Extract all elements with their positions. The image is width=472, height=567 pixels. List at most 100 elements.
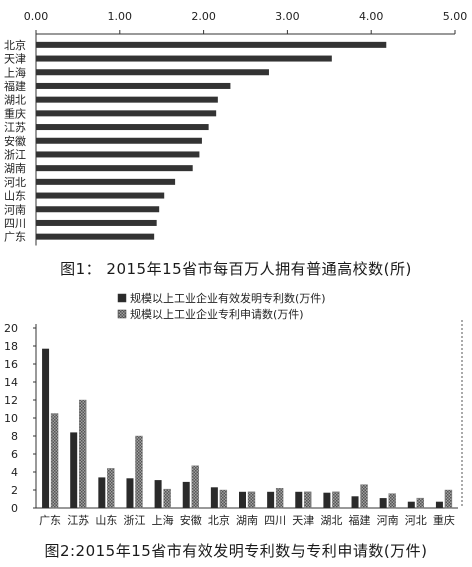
bar-valid-patents bbox=[210, 487, 218, 508]
chart-2-caption: 图2:2015年15省市有效发明专利数与专利申请数(万件) bbox=[44, 542, 428, 560]
bar-patent-applications bbox=[388, 493, 396, 509]
bar-patent-applications bbox=[416, 497, 424, 509]
bar-patent-applications bbox=[135, 435, 143, 509]
bar-valid-patents bbox=[126, 478, 134, 508]
bar bbox=[36, 178, 176, 185]
y-tick-label: 14 bbox=[4, 376, 18, 389]
x-category-label: 天津 bbox=[292, 514, 314, 527]
category-label: 福建 bbox=[4, 79, 26, 93]
category-label: 浙江 bbox=[4, 148, 26, 161]
bar-patent-applications bbox=[191, 465, 199, 509]
legend-label: 规模以上工业企业专利申请数(万件) bbox=[130, 307, 304, 321]
x-category-label: 浙江 bbox=[123, 514, 145, 527]
bar-valid-patents bbox=[267, 491, 275, 508]
bar bbox=[36, 219, 157, 226]
bar-patent-applications bbox=[163, 488, 171, 509]
bar bbox=[36, 82, 231, 89]
x-category-label: 上海 bbox=[152, 513, 174, 527]
chart-1-caption: 图1： 2015年15省市每百万人拥有普通高校数(所) bbox=[60, 260, 412, 278]
bar bbox=[36, 55, 332, 62]
bar-valid-patents bbox=[379, 498, 387, 508]
y-tick-label: 18 bbox=[4, 340, 18, 353]
x-category-label: 河北 bbox=[405, 514, 427, 527]
bar-patent-applications bbox=[332, 491, 340, 509]
x-category-label: 山东 bbox=[95, 514, 117, 527]
category-label: 河南 bbox=[4, 203, 26, 216]
y-tick-label: 8 bbox=[11, 430, 18, 443]
category-label: 北京 bbox=[4, 38, 26, 52]
bar bbox=[36, 41, 387, 48]
bar bbox=[36, 151, 200, 158]
bar bbox=[36, 110, 217, 117]
chart-2-svg: 规模以上工业企业有效发明专利数(万件) 规模以上工业企业专利申请数(万件) 0 2 4 6… bbox=[4, 291, 463, 527]
bar bbox=[36, 69, 269, 76]
x-category-label: 福建 bbox=[349, 513, 371, 527]
x-tick-label: 5.00 bbox=[443, 10, 468, 23]
bar-valid-patents bbox=[295, 491, 303, 508]
legend-swatch bbox=[117, 293, 127, 303]
category-label: 山东 bbox=[4, 190, 26, 203]
chart-1-svg: 0.00 1.00 2.00 3.00 4.00 5.00 北京天津上海福建湖北重庆江苏安徽… bbox=[4, 10, 468, 246]
bar-patent-applications bbox=[275, 487, 284, 509]
bar bbox=[36, 165, 193, 172]
category-label: 重庆 bbox=[4, 106, 26, 120]
x-category-label: 重庆 bbox=[433, 513, 455, 527]
x-category-label: 安徽 bbox=[180, 513, 202, 527]
legend-label: 规模以上工业企业有效发明专利数(万件) bbox=[130, 291, 326, 305]
bar-valid-patents bbox=[70, 432, 78, 508]
bar-patent-applications bbox=[247, 491, 256, 509]
category-label: 湖南 bbox=[4, 162, 26, 175]
bar-patent-applications bbox=[107, 468, 115, 509]
bar-valid-patents bbox=[182, 481, 190, 508]
bar-valid-patents bbox=[435, 501, 443, 508]
category-label: 四川 bbox=[4, 217, 26, 230]
y-tick-label: 0 bbox=[11, 502, 18, 515]
bar-patent-applications bbox=[360, 484, 368, 509]
bar bbox=[36, 96, 218, 103]
x-category-label: 广东 bbox=[39, 514, 61, 527]
bar-valid-patents bbox=[239, 491, 246, 508]
bar bbox=[36, 124, 209, 131]
bar-patent-applications bbox=[304, 491, 312, 509]
bar-patent-applications bbox=[444, 489, 453, 509]
x-category-label: 湖北 bbox=[320, 514, 342, 527]
bar-valid-patents bbox=[42, 348, 50, 508]
bar-patent-applications bbox=[78, 399, 87, 509]
bar-valid-patents bbox=[323, 492, 331, 508]
category-label: 天津 bbox=[4, 53, 26, 66]
bar-patent-applications bbox=[50, 413, 59, 509]
y-tick-label: 16 bbox=[4, 358, 18, 371]
category-label: 湖北 bbox=[4, 94, 26, 107]
bar bbox=[36, 192, 165, 199]
category-label: 安徽 bbox=[4, 134, 26, 148]
y-tick-label: 6 bbox=[11, 448, 18, 461]
bar-valid-patents bbox=[351, 496, 359, 508]
y-tick-label: 2 bbox=[11, 484, 18, 497]
x-tick-label: 1.00 bbox=[108, 10, 133, 23]
bar-valid-patents bbox=[98, 477, 106, 508]
legend-swatch bbox=[117, 309, 127, 319]
x-tick-label: 4.00 bbox=[359, 10, 384, 23]
x-category-label: 四川 bbox=[264, 514, 286, 527]
category-label: 河北 bbox=[4, 176, 26, 189]
x-category-label: 北京 bbox=[208, 513, 230, 527]
x-category-label: 湖南 bbox=[236, 514, 258, 527]
bar bbox=[36, 206, 160, 213]
category-label: 上海 bbox=[4, 65, 26, 79]
y-tick-label: 20 bbox=[4, 322, 18, 335]
x-tick-label: 0.00 bbox=[24, 10, 49, 23]
category-label: 江苏 bbox=[4, 121, 26, 134]
y-tick-label: 12 bbox=[4, 394, 18, 407]
y-tick-label: 4 bbox=[11, 466, 18, 479]
y-tick-label: 10 bbox=[4, 412, 18, 425]
bar-patent-applications bbox=[219, 489, 228, 509]
x-category-label: 江苏 bbox=[67, 514, 89, 527]
bar-valid-patents bbox=[154, 480, 162, 508]
bar bbox=[36, 137, 202, 144]
x-category-label: 河南 bbox=[377, 514, 399, 527]
category-label: 广东 bbox=[4, 231, 26, 244]
x-tick-label: 2.00 bbox=[191, 10, 216, 23]
bar bbox=[36, 233, 155, 240]
bar-valid-patents bbox=[407, 501, 415, 508]
